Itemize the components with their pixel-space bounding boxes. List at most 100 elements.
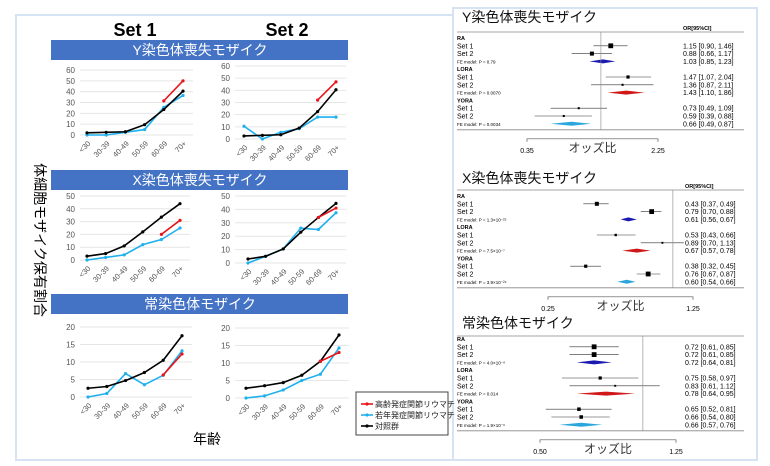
legend-label: 若年発症関節リウマチ: [375, 410, 455, 420]
section-title: X染色体喪失モザイク: [132, 172, 267, 188]
set2-heading: Set 2: [265, 20, 308, 40]
data-point: [242, 124, 246, 128]
or-marker: [579, 415, 583, 419]
y-tick-label: 40: [66, 88, 75, 97]
data-point: [246, 257, 250, 261]
or-text: 0.61 [0.56, 0.67]: [685, 217, 736, 224]
or-text: 1.36 [0.87, 2.11]: [683, 82, 733, 89]
or-marker: [591, 344, 597, 350]
y-tick-label: 40: [221, 205, 230, 214]
y-tick-label: 30: [66, 218, 75, 227]
y-tick-label: 15: [221, 342, 230, 351]
fe-model-label: FE model: P = 1.9×10⁻⁶: [457, 423, 505, 428]
or-text: 1.15 [0.90, 1.46]: [683, 43, 734, 50]
section-banner: [51, 40, 348, 60]
data-point: [180, 334, 184, 338]
study-label: Set 1: [457, 106, 473, 113]
fe-model-label: FE model: P = 0.014: [457, 392, 499, 397]
data-point: [263, 384, 267, 388]
y-tick-label: 0: [71, 131, 76, 140]
fe-diamond: [559, 422, 603, 427]
data-point: [244, 386, 248, 390]
data-point: [124, 371, 128, 376]
y-tick-label: 60: [221, 62, 230, 71]
data-point: [141, 243, 145, 247]
forest-title: 常染色体モザイク: [462, 315, 574, 331]
study-label: Set 2: [457, 51, 473, 58]
or-text: 0.53 [0.43, 0.66]: [685, 233, 736, 240]
y-tick-label: 0: [226, 259, 231, 268]
series-line-control: [86, 203, 181, 257]
data-point: [334, 201, 338, 205]
or-marker: [626, 75, 630, 79]
fe-diamond: [576, 360, 612, 365]
data-point: [141, 230, 145, 234]
or-marker: [621, 83, 624, 86]
group-label: YORA: [457, 399, 473, 405]
or-text: 0.59 [0.39, 0.88]: [683, 114, 734, 121]
study-label: Set 1: [457, 233, 473, 240]
data-point: [122, 253, 126, 257]
data-point: [181, 93, 185, 98]
data-point: [337, 350, 341, 355]
y-tick-label: 40: [66, 205, 75, 214]
or-marker: [614, 233, 617, 237]
series-line-control: [243, 89, 337, 137]
data-point: [299, 226, 303, 230]
fe-model-label: FE model: P = 0.0034: [457, 122, 501, 127]
data-point: [124, 378, 128, 383]
group-label: YORA: [457, 98, 473, 104]
study-label: Set 1: [457, 75, 473, 82]
group-label: RA: [457, 36, 465, 42]
data-point: [123, 130, 127, 134]
fe-diamond: [620, 217, 637, 222]
group-label: RA: [457, 194, 465, 200]
y-tick-label: 0: [71, 393, 76, 402]
or-text: 1.43 [1.10, 1.86]: [683, 90, 734, 97]
study-label: Set 2: [457, 82, 473, 89]
or-marker: [577, 107, 580, 110]
data-point: [159, 232, 163, 236]
study-label: Set 2: [457, 415, 473, 422]
x-tick-label: 0.25: [541, 306, 555, 313]
or-text: 0.83 [0.61, 1.12]: [685, 383, 736, 390]
data-point: [161, 358, 165, 362]
y-tick-label: 10: [221, 123, 230, 132]
fe-diamond: [550, 121, 592, 126]
y-tick-label: 20: [66, 323, 75, 332]
data-point: [300, 378, 304, 383]
y-tick-label: 30: [221, 219, 230, 228]
section-banner: [51, 170, 348, 190]
or-marker: [589, 51, 594, 56]
y-tick-label: 20: [66, 230, 75, 239]
data-point: [318, 372, 322, 376]
or-text: 0.89 [0.70, 1.13]: [685, 240, 736, 247]
section-title: 常染色体モザイク: [144, 296, 256, 312]
y-tick-label: 10: [66, 120, 75, 129]
study-label: Set 2: [457, 240, 473, 247]
data-point: [318, 359, 322, 363]
group-label: LORA: [457, 67, 473, 73]
data-point: [279, 130, 283, 134]
series-line-yora: [243, 116, 336, 140]
or-text: 0.78 [0.64, 0.95]: [685, 391, 736, 398]
y-tick-label: 40: [221, 86, 230, 95]
or-text: 0.66 [0.57, 0.76]: [685, 422, 736, 429]
series-line-control: [86, 90, 184, 134]
data-point: [104, 133, 108, 137]
or-text: 0.72 [0.64, 0.81]: [685, 360, 736, 367]
y-tick-label: 0: [226, 394, 231, 403]
or-marker: [608, 43, 614, 49]
forest-xlabel: オッズ比: [584, 441, 632, 456]
y-tick-label: 50: [66, 192, 75, 201]
fe-model-label: FE model: P = 1.3×10⁻²⁵: [457, 217, 507, 222]
data-point: [105, 391, 109, 396]
data-point: [281, 247, 285, 251]
group-label: RA: [457, 337, 465, 343]
data-point: [300, 373, 304, 377]
data-point: [162, 107, 166, 112]
series-line-lora: [162, 353, 183, 376]
